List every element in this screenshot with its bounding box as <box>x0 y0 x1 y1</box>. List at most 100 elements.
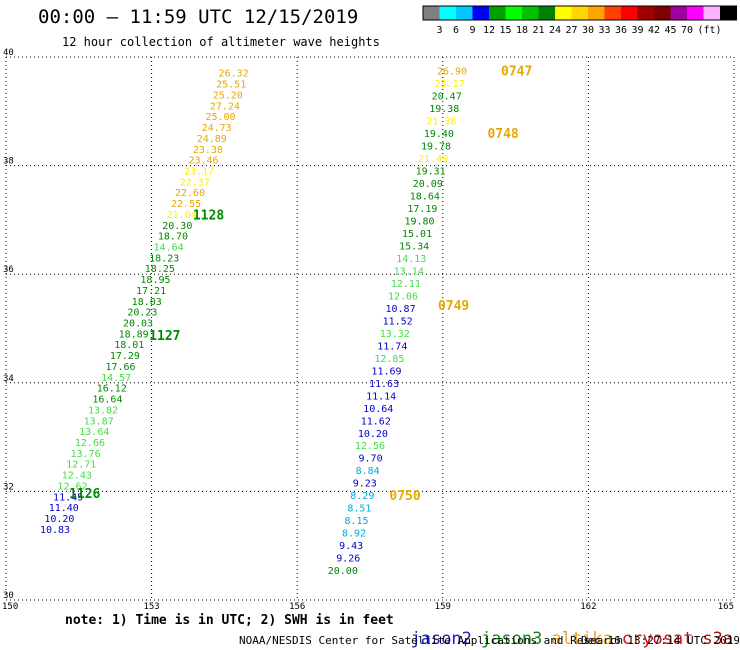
legend-jason3: jason3 <box>480 629 543 649</box>
scale-label: 70 <box>681 25 693 36</box>
wave-height-label: 20.30 <box>162 221 192 232</box>
wave-height-label: 10.20 <box>44 514 74 525</box>
wave-height-label: 9.70 <box>359 454 383 465</box>
wave-height-label: 12.66 <box>75 438 105 449</box>
y-tick-label: 30 <box>3 591 14 601</box>
scale-swatch <box>571 6 588 20</box>
scale-label: 42 <box>648 25 660 36</box>
wave-height-label: 12.06 <box>388 291 418 302</box>
wave-height-label: 18.89 <box>119 329 149 340</box>
scale-swatch <box>621 6 638 20</box>
wave-height-label: 13.64 <box>79 427 109 438</box>
wave-height-label: 11.52 <box>383 316 413 327</box>
wave-height-label: 19.31 <box>416 166 446 177</box>
wave-height-label: 15.34 <box>399 241 429 252</box>
scale-swatch <box>489 6 506 20</box>
wave-height-label: 19.40 <box>424 129 454 140</box>
scale-swatch <box>439 6 456 20</box>
chart-subtitle: 12 hour collection of altimeter wave hei… <box>62 35 380 49</box>
satellite-legend: jason2 jason3 altika cryosat s3a <box>390 609 740 649</box>
wave-height-label: 8.15 <box>344 516 368 527</box>
wave-height-label: 13.76 <box>71 449 101 460</box>
wave-height-label: 13.87 <box>84 416 114 427</box>
scale-border <box>422 5 737 21</box>
wave-height-label: 18.03 <box>132 297 162 308</box>
scale-swatch <box>456 6 473 20</box>
scale-label: 45 <box>664 25 676 36</box>
x-tick-label: 162 <box>580 602 596 612</box>
wave-height-label: 24.73 <box>202 123 232 134</box>
scale-swatch <box>604 6 621 20</box>
wave-height-label: 23.17 <box>435 79 465 90</box>
scale-swatch <box>555 6 572 20</box>
wave-height-label: 11.74 <box>377 341 407 352</box>
wave-height-label: 18.25 <box>145 264 175 275</box>
y-tick-label: 38 <box>3 157 14 167</box>
wave-height-label: 11.63 <box>369 379 399 390</box>
footer-credit: NOAA/NESDIS Center for Satellite Applica… <box>239 634 624 647</box>
scale-swatch <box>588 6 605 20</box>
pass-time-label: 1127 <box>149 329 180 344</box>
scale-swatch <box>538 6 555 20</box>
scale-swatch <box>720 6 737 20</box>
wave-height-label: 12.43 <box>62 471 92 482</box>
wave-height-label: 10.83 <box>40 525 70 536</box>
scale-label: 39 <box>631 25 643 36</box>
pass-time-label: 0748 <box>487 127 518 142</box>
legend-cryosat: cryosat <box>621 629 694 649</box>
wave-height-label: 18.70 <box>158 232 188 243</box>
scale-label: 12 <box>483 25 495 36</box>
wave-height-label: 19.78 <box>421 142 451 153</box>
wave-height-label: 16.64 <box>92 395 122 406</box>
y-tick-label: 40 <box>3 48 14 58</box>
wave-height-label: 23.46 <box>188 156 218 167</box>
wave-height-label: 18.64 <box>410 191 440 202</box>
scale-label: 36 <box>615 25 627 36</box>
scale-swatch <box>703 6 720 20</box>
color-scale-legend: 3 6 9 12 15 18 21 24 27 30 33 36 39 42 45 70 (ft) <box>422 5 737 36</box>
footer-timestamp: Dec 16 13:27:14 UTC 2019 <box>581 634 740 647</box>
wave-height-label: 12.11 <box>391 279 421 290</box>
wave-height-label: 17.66 <box>105 362 135 373</box>
wave-height-label: 14.64 <box>154 243 184 254</box>
wave-height-label: 20.47 <box>432 92 462 103</box>
scale-swatch <box>670 6 687 20</box>
wave-height-label: 26.32 <box>219 69 249 80</box>
wave-height-label: 25.00 <box>205 112 235 123</box>
wave-height-label: 12.71 <box>66 460 96 471</box>
wave-height-label: 17.19 <box>407 204 437 215</box>
data-points: 26.3225.5125.2027.2425.0024.7324.8923.38… <box>40 67 467 578</box>
wave-height-label: 22.60 <box>175 188 205 199</box>
wave-height-label: 22.55 <box>171 199 201 210</box>
chart-axes: 150 153 156 159 162 165 30 32 34 36 38 40 <box>2 48 734 612</box>
wave-height-label: 17.21 <box>136 286 166 297</box>
wave-height-label: 11.45 <box>53 492 83 503</box>
wave-height-label: 22.37 <box>180 177 210 188</box>
wave-height-label: 11.62 <box>361 416 391 427</box>
wave-height-label: 21.04 <box>167 210 197 221</box>
y-tick-label: 32 <box>3 482 14 492</box>
wave-height-label: 13.32 <box>380 329 410 340</box>
wave-height-label: 9.26 <box>336 554 360 565</box>
wave-height-label: 8.84 <box>356 466 380 477</box>
wave-height-label: 17.29 <box>110 351 140 362</box>
x-tick-label: 156 <box>289 602 305 612</box>
wave-height-label: 20.09 <box>413 179 443 190</box>
wave-height-label: 8.51 <box>347 504 371 515</box>
wave-height-label: 19.80 <box>404 216 434 227</box>
wave-height-label: 8.92 <box>342 529 366 540</box>
wave-height-label: 16.12 <box>97 384 127 395</box>
scale-label: 27 <box>565 25 577 36</box>
x-tick-label: 159 <box>435 602 451 612</box>
pass-time-label: 0749 <box>438 299 469 314</box>
wave-height-label: 25.20 <box>213 90 243 101</box>
wave-height-label: 10.64 <box>363 404 393 415</box>
scale-swatch <box>505 6 522 20</box>
wave-height-label: 21.38 <box>426 117 456 128</box>
scale-swatch <box>687 6 704 20</box>
scale-swatch <box>637 6 654 20</box>
scale-swatch <box>423 6 440 20</box>
y-tick-label: 36 <box>3 265 14 275</box>
scale-label: 18 <box>516 25 528 36</box>
